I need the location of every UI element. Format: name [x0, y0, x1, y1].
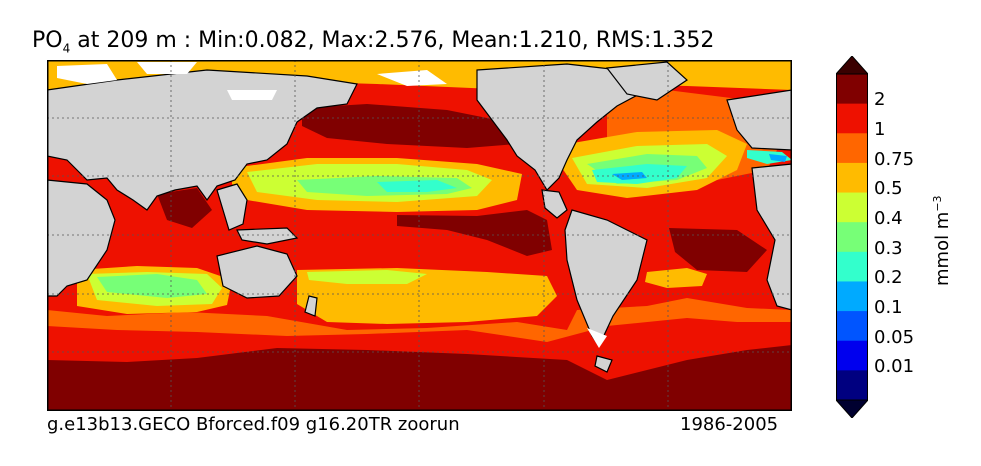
unit-exponent: −3	[931, 195, 944, 211]
colorbar-segment	[836, 340, 868, 371]
land-southeast-asia	[216, 183, 248, 231]
title-subscript: 4	[62, 41, 71, 56]
land-antarctica-peninsula	[594, 355, 613, 373]
arabian-sea-high	[157, 188, 212, 228]
case-name: g.e13b13.GECO Bforced.f09 g16.20TR zooru…	[47, 414, 460, 435]
colorbar-segment	[836, 133, 868, 164]
colorbar-tick-label: 0.3	[874, 238, 903, 259]
south-pacific-yellow	[307, 270, 427, 284]
land-eurasia	[47, 69, 358, 211]
colorbar	[836, 56, 868, 418]
map-graticule	[47, 60, 792, 411]
colorbar-tick-label: 0.1	[874, 297, 903, 318]
colorbar-segment	[836, 192, 868, 223]
year-range: 1986-2005	[680, 414, 779, 435]
map-frame	[47, 60, 792, 411]
colorbar-segment	[836, 162, 868, 194]
map-title: PO4 at 209 m : Min:0.082, Max:2.576, Mea…	[32, 28, 714, 55]
land-central-america	[541, 189, 568, 219]
colorbar-tick-label: 0.4	[874, 208, 903, 229]
colorbar-segment	[836, 281, 868, 312]
colorbar-tick-label: 0.05	[874, 327, 915, 348]
svg-text:mmol m−3: mmol m−3	[931, 195, 953, 286]
subarctic-pacific-high	[302, 104, 517, 148]
land-africa-east	[751, 163, 792, 311]
colorbar-segment	[836, 222, 868, 253]
unit-label: mmol m	[932, 212, 953, 286]
colorbar-frame	[836, 73, 868, 401]
title-variable: PO	[32, 28, 63, 53]
colorbar-segment	[836, 103, 868, 134]
north-pacific-cyan	[377, 180, 457, 192]
colorbar-tick-label: 0.75	[874, 149, 915, 170]
benguela-high	[669, 228, 767, 272]
land-africa	[47, 179, 116, 297]
land-indonesia	[236, 227, 299, 245]
land-australia	[216, 245, 298, 299]
sargasso-blue	[612, 172, 647, 180]
ocean-map	[47, 60, 792, 411]
southern-ocean-high	[47, 345, 792, 411]
mediterranean-blue	[769, 154, 787, 162]
land-masses	[47, 61, 792, 373]
title-stats: at 209 m : Min:0.082, Max:2.576, Mean:1.…	[70, 28, 715, 53]
colorbar-max-arrow	[836, 56, 868, 75]
indian-gyre-green	[97, 274, 207, 298]
south-atlantic-amber	[645, 268, 707, 288]
colorbar-unit: mmol m−3	[931, 195, 953, 286]
colorbar-min-arrow	[836, 399, 868, 418]
colorbar-tick-label: 2	[874, 89, 886, 110]
land-new-zealand	[304, 295, 318, 317]
land-europe	[726, 89, 792, 151]
colorbar-segment	[836, 370, 868, 401]
colorbar-segment	[836, 251, 868, 282]
colorbar-blocks	[836, 74, 868, 401]
colorbar-segment	[836, 74, 868, 105]
land-greenland	[605, 61, 688, 101]
sea-ice	[57, 62, 607, 348]
colorbar-tick-label: 0.5	[874, 178, 903, 199]
colorbar-tick-label: 0.01	[874, 356, 915, 377]
eastern-pacific-high	[397, 210, 552, 256]
colorbar-tick-label: 1	[874, 119, 886, 140]
colorbar-segment	[836, 311, 868, 342]
colorbar-tick-label: 0.2	[874, 267, 903, 288]
